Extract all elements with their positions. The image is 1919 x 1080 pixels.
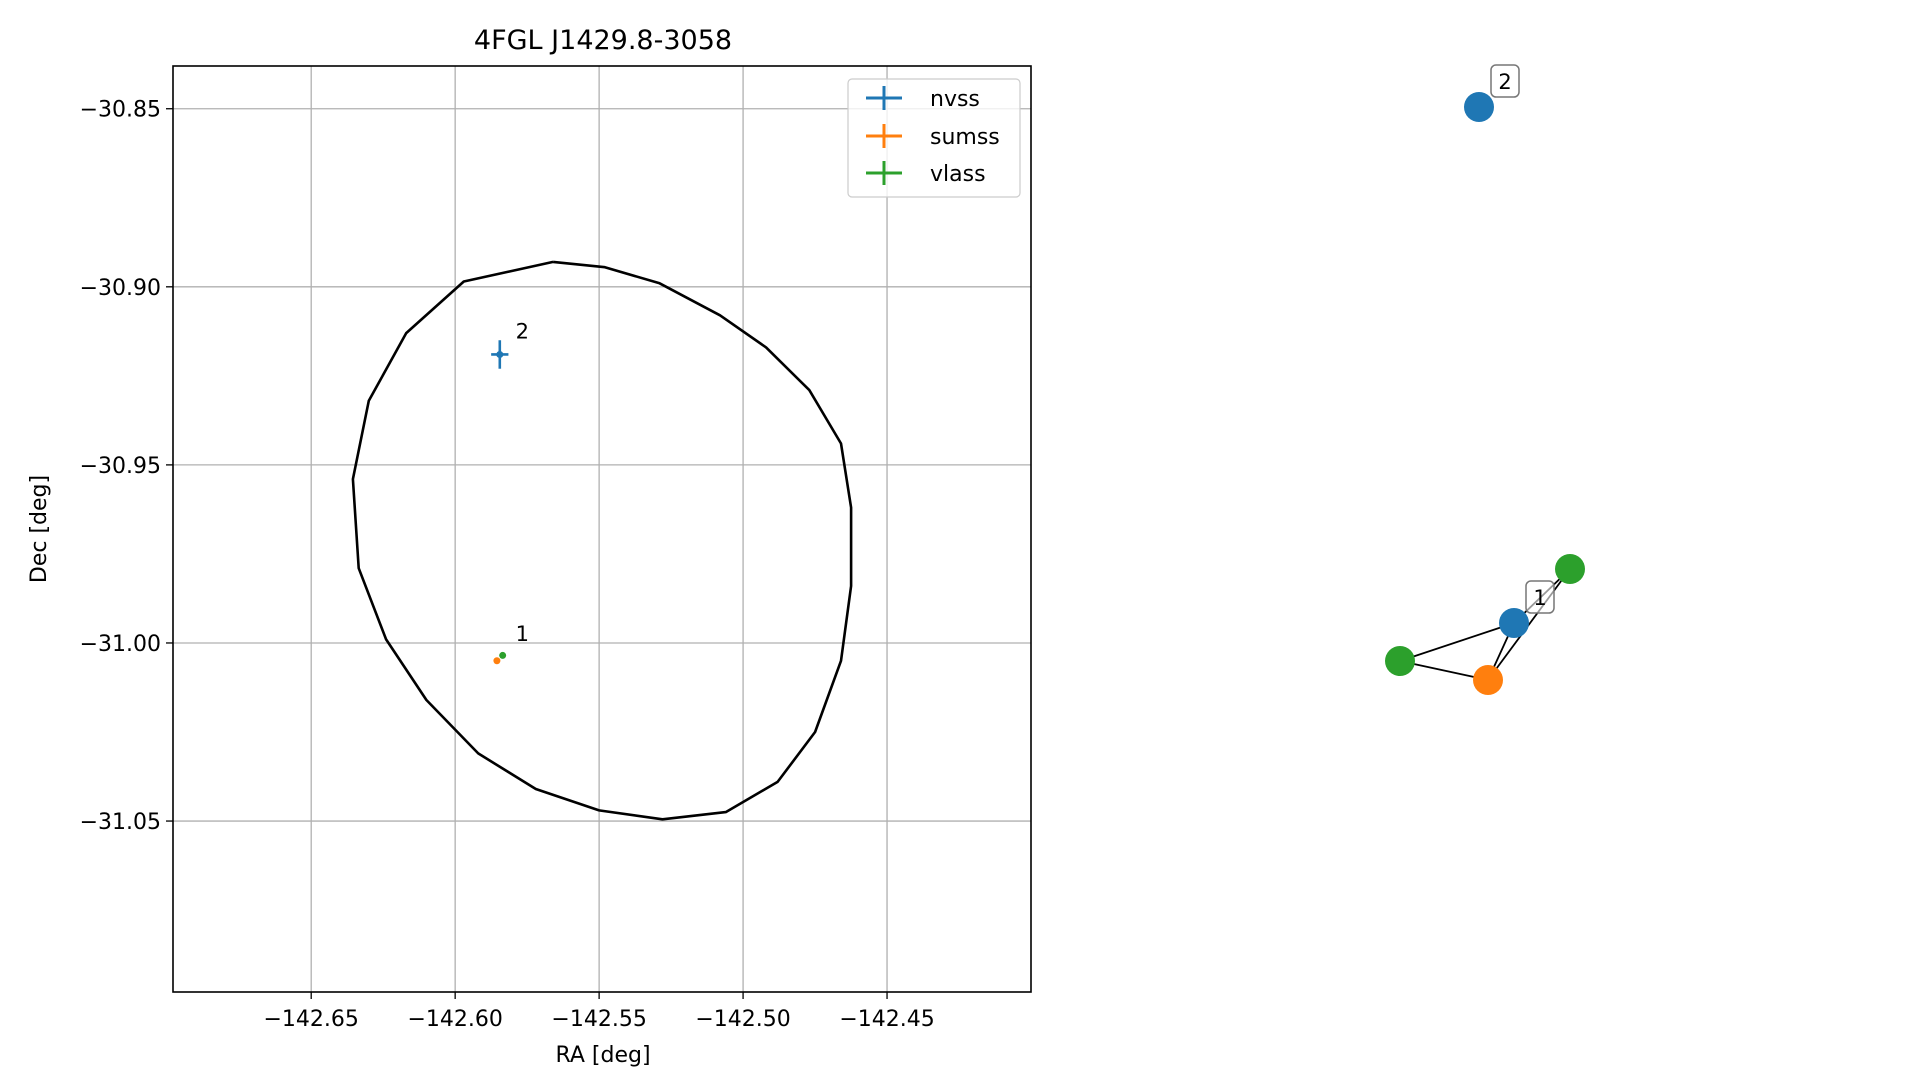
network-edge-g1-o1 — [1399, 660, 1489, 681]
network-edge-g1-n1 — [1399, 622, 1515, 662]
legend: nvss sumss vlass — [847, 78, 1021, 198]
annotations-layer: 12 — [516, 319, 529, 646]
scatter-chart: 4FGL J1429.8-3058 12 −142.65 −142.60 −142.… — [27, 25, 1032, 1068]
x-tick-label: −142.65 — [263, 1007, 358, 1032]
network-label-box — [1525, 580, 1555, 614]
legend-label-sumss: sumss — [930, 125, 1000, 150]
network-node-n1 — [1499, 608, 1529, 638]
y-tick-label: −30.85 — [80, 98, 161, 123]
y-axis-ticks: −30.85 −30.90 −30.95 −31.00 −31.05 — [80, 98, 173, 835]
legend-entry-vlass: vlass — [866, 161, 986, 187]
x-axis-ticks: −142.65 −142.60 −142.55 −142.50 −142.45 — [263, 992, 935, 1032]
legend-label-vlass: vlass — [930, 162, 986, 187]
point-annotation: 1 — [516, 622, 529, 646]
y-tick-label: −30.90 — [80, 276, 161, 301]
network-labels: 21 — [1490, 64, 1555, 614]
network-node-n2 — [1464, 92, 1494, 122]
network-node-g2 — [1555, 554, 1585, 584]
network-node-g1 — [1385, 646, 1415, 676]
x-tick-label: −142.50 — [695, 1007, 790, 1032]
x-axis-label: RA [deg] — [555, 1043, 650, 1068]
x-tick-label: −142.60 — [407, 1007, 502, 1032]
legend-label-nvss: nvss — [930, 87, 980, 112]
x-tick-label: −142.55 — [551, 1007, 646, 1032]
y-tick-label: −31.05 — [80, 810, 161, 835]
chart-title: 4FGL J1429.8-3058 — [474, 25, 732, 56]
grid-lines — [173, 66, 1031, 992]
error-ellipse — [351, 260, 853, 821]
legend-entry-nvss: nvss — [866, 86, 980, 112]
network-edge-g2-o1 — [1487, 568, 1571, 681]
network-node-label: 2 — [1498, 70, 1511, 94]
x-tick-label: −142.45 — [839, 1007, 934, 1032]
error-ellipse-layer — [351, 260, 853, 821]
network-label-box — [1490, 64, 1520, 98]
network-node-o1 — [1473, 665, 1503, 695]
point-sumss — [493, 657, 501, 665]
plot-frame — [172, 65, 1032, 993]
data-points-layer — [491, 340, 509, 665]
legend-entry-sumss: sumss — [866, 124, 1000, 150]
y-axis-label: Dec [deg] — [27, 475, 52, 583]
network-node-label: 1 — [1533, 586, 1546, 610]
legend-box — [847, 78, 1021, 198]
network-graph: 21 — [1385, 64, 1585, 695]
network-nodes — [1385, 92, 1585, 695]
y-tick-label: −30.95 — [80, 454, 161, 479]
point-nvss — [496, 350, 504, 358]
point-vlass — [499, 651, 507, 659]
point-annotation: 2 — [516, 319, 529, 343]
y-tick-label: −31.00 — [80, 632, 161, 657]
